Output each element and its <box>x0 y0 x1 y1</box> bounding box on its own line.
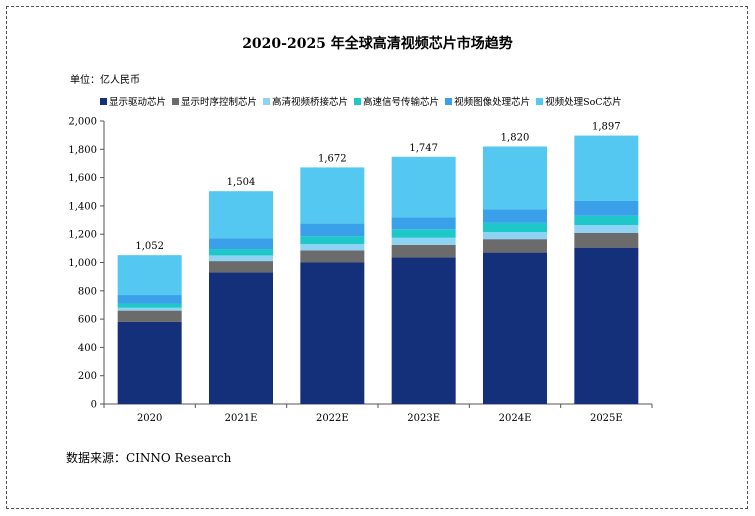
x-tick-label: 2025E <box>590 413 623 424</box>
y-tick-label: 800 <box>78 286 97 297</box>
bar-segment <box>209 191 273 239</box>
bar-segment <box>300 262 365 404</box>
legend-swatch <box>445 97 453 105</box>
bar-segment <box>117 295 182 304</box>
y-tick-label: 1,800 <box>68 145 97 156</box>
bar-segment <box>391 217 456 230</box>
bar-segment <box>209 255 273 262</box>
legend: 显示驱动芯片 显示时序控制芯片 高清视频桥接芯片 高速信号传输芯片 视频图像处理… <box>100 94 622 108</box>
x-tick-label: 2020 <box>137 413 162 424</box>
bar-segment <box>483 239 547 253</box>
legend-item-video-soc: 视频处理SoC芯片 <box>536 94 622 108</box>
bar-segment <box>574 200 639 216</box>
y-tick-label: 1,600 <box>68 173 97 184</box>
y-tick-label: 600 <box>78 315 97 326</box>
legend-item-image-processing: 视频图像处理芯片 <box>445 94 530 108</box>
bar-total-label: 1,504 <box>227 177 256 188</box>
chart-title: 2020-2025 年全球高清视频芯片市场趋势 <box>242 36 513 52</box>
bar-segment <box>209 261 273 273</box>
bar-segment <box>300 244 365 251</box>
bar-segment <box>483 146 547 210</box>
y-tick-label: 0 <box>91 400 97 411</box>
bar-segment <box>209 249 273 256</box>
bar-segment <box>209 238 273 250</box>
legend-label: 高清视频桥接芯片 <box>272 97 349 108</box>
x-tick-label: 2023E <box>407 413 440 424</box>
bar-total-label: 1,747 <box>409 143 438 154</box>
legend-swatch <box>354 97 362 105</box>
bar-segment <box>117 307 182 311</box>
bar-segment <box>117 321 182 404</box>
x-tick-label: 2022E <box>316 413 349 424</box>
source-note: 数据来源：CINNO Research <box>66 451 232 465</box>
legend-item-timing-controller: 显示时序控制芯片 <box>172 94 257 108</box>
legend-label: 视频处理SoC芯片 <box>545 97 622 108</box>
legend-label: 显示驱动芯片 <box>109 97 167 108</box>
bar-total-label: 1,820 <box>501 132 530 143</box>
bar-segment <box>391 244 456 258</box>
bar-segment <box>117 303 182 308</box>
bar-segment <box>391 156 456 218</box>
bar-total-label: 1,052 <box>135 241 164 252</box>
x-tick-label: 2024E <box>499 413 532 424</box>
y-tick-label: 400 <box>78 343 97 354</box>
legend-swatch <box>536 97 544 105</box>
chart-frame <box>6 6 748 509</box>
bar-segment <box>117 255 182 296</box>
bar-segment <box>391 237 456 245</box>
bar-segment <box>483 222 547 233</box>
bar-segment <box>117 310 182 322</box>
legend-label: 显示时序控制芯片 <box>181 97 258 108</box>
legend-swatch <box>172 97 180 105</box>
bar-segment <box>574 225 639 233</box>
y-tick-label: 2,000 <box>68 117 97 128</box>
bar-segment <box>483 232 547 240</box>
bar-total-label: 1,672 <box>318 153 347 164</box>
bar-segment <box>574 247 639 404</box>
bar-segment <box>391 229 456 238</box>
legend-item-video-bridge: 高清视频桥接芯片 <box>263 94 348 108</box>
legend-label: 高速信号传输芯片 <box>363 97 440 108</box>
bar-segment <box>391 257 456 404</box>
legend-swatch <box>263 97 271 105</box>
bar-segment <box>300 236 365 245</box>
legend-swatch <box>100 97 107 105</box>
legend-item-high-speed-transmission: 高速信号传输芯片 <box>354 94 439 108</box>
legend-label: 视频图像处理芯片 <box>454 97 531 108</box>
y-tick-label: 200 <box>78 371 97 382</box>
bar-segment <box>483 209 547 223</box>
bar-segment <box>574 135 639 201</box>
y-tick-label: 1,400 <box>68 201 97 212</box>
legend-item-display-driver: 显示驱动芯片 <box>100 94 166 108</box>
bar-segment <box>300 250 365 263</box>
x-tick-label: 2021E <box>225 413 258 424</box>
bar-total-label: 1,897 <box>592 122 621 133</box>
bar-segment <box>300 223 365 237</box>
bar-segment <box>574 215 639 226</box>
bar-segment <box>300 167 365 224</box>
unit-label: 单位：亿人民币 <box>70 75 140 86</box>
y-tick-label: 1,000 <box>68 258 97 269</box>
bar-segment <box>209 272 273 404</box>
bar-segment <box>574 232 639 248</box>
bar-segment <box>483 252 547 404</box>
y-tick-label: 1,200 <box>68 230 97 241</box>
